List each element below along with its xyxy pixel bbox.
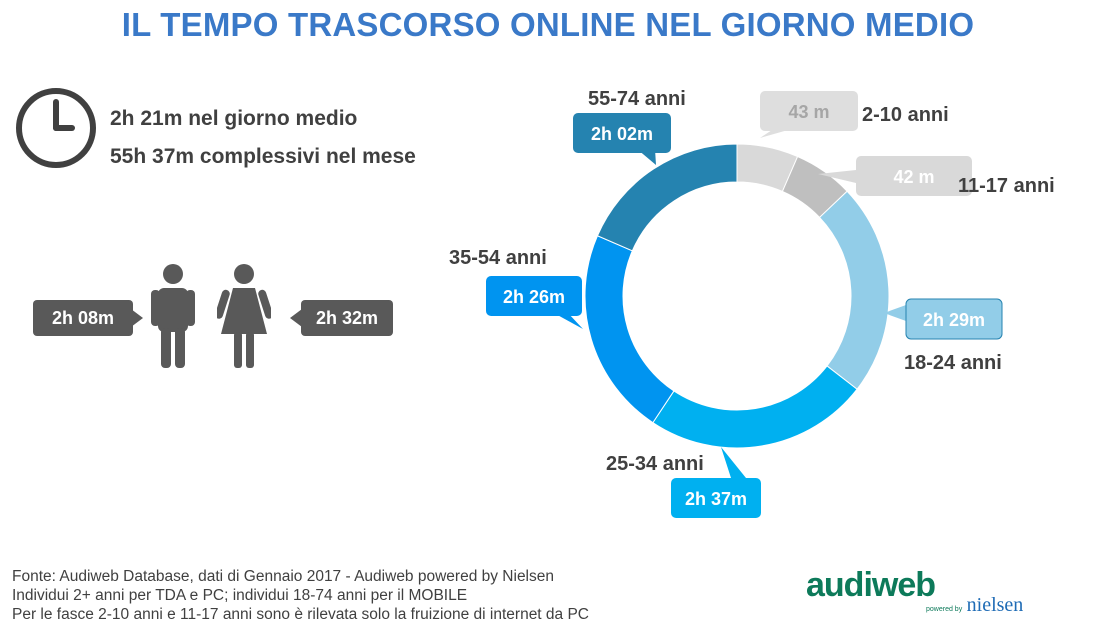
value-badge — [671, 478, 761, 518]
category-label: 2-10 anni — [862, 104, 949, 126]
category-label: 11-17 anni — [958, 175, 1055, 197]
logo-powered: powered by — [926, 606, 963, 613]
callout-pointer — [818, 170, 856, 183]
category-label: 55-74 anni — [588, 88, 686, 110]
data-label: 2h 29m — [923, 310, 985, 330]
donut-slice — [652, 365, 858, 449]
logo-sub: powered by nielsen — [926, 594, 1023, 617]
data-label: 2h 37m — [685, 489, 747, 509]
source-line-3: Per le fasce 2-10 anni e 11-17 anni sono… — [12, 606, 590, 623]
category-label: 18-24 anni — [904, 352, 1002, 374]
donut-slice — [596, 143, 738, 252]
data-label: 43 m — [788, 102, 829, 122]
badge-pointer-male — [131, 309, 143, 327]
male-time-badge: 2h 08m — [33, 300, 133, 336]
value-badge — [856, 156, 972, 196]
male-icon — [151, 264, 195, 368]
summary-daily: 2h 21m nel giorno medio — [110, 107, 358, 130]
value-badge — [905, 298, 1003, 340]
clock-icon — [16, 88, 96, 168]
value-badge — [573, 113, 671, 153]
data-label: 42 m — [893, 167, 934, 187]
badge-pointer-female — [290, 309, 302, 327]
female-icon — [217, 264, 271, 368]
source-line-2: Individui 2+ anni per TDA e PC; individu… — [12, 587, 468, 604]
value-badge — [760, 91, 858, 131]
callout-pointer — [721, 447, 746, 478]
callout-pointer — [760, 130, 788, 138]
data-label: 2h 26m — [503, 287, 565, 307]
page-title: IL TEMPO TRASCORSO ONLINE NEL GIORNO MED… — [121, 6, 975, 43]
category-label: 35-54 anni — [449, 247, 547, 269]
donut-slice — [818, 190, 890, 390]
value-badge — [486, 276, 582, 316]
donut-slice — [584, 235, 675, 424]
source-note: Fonte: Audiweb Database, dati di Gennaio… — [12, 567, 589, 624]
source-line-1: Fonte: Audiweb Database, dati di Gennaio… — [12, 568, 554, 585]
female-time-badge: 2h 32m — [301, 300, 393, 336]
data-label: 2h 02m — [591, 124, 653, 144]
callout-pointer — [552, 312, 583, 329]
audiweb-logo: audiweb powered by nielsen — [806, 566, 1023, 616]
logo-brand: audiweb — [806, 566, 936, 604]
category-label: 25-34 anni — [606, 453, 704, 475]
logo-partner: nielsen — [966, 594, 1024, 616]
callout-pointer — [884, 305, 906, 321]
summary-stats: 2h 21m nel giorno medio 55h 37m compless… — [110, 100, 416, 176]
summary-monthly: 55h 37m complessivi nel mese — [110, 145, 416, 168]
